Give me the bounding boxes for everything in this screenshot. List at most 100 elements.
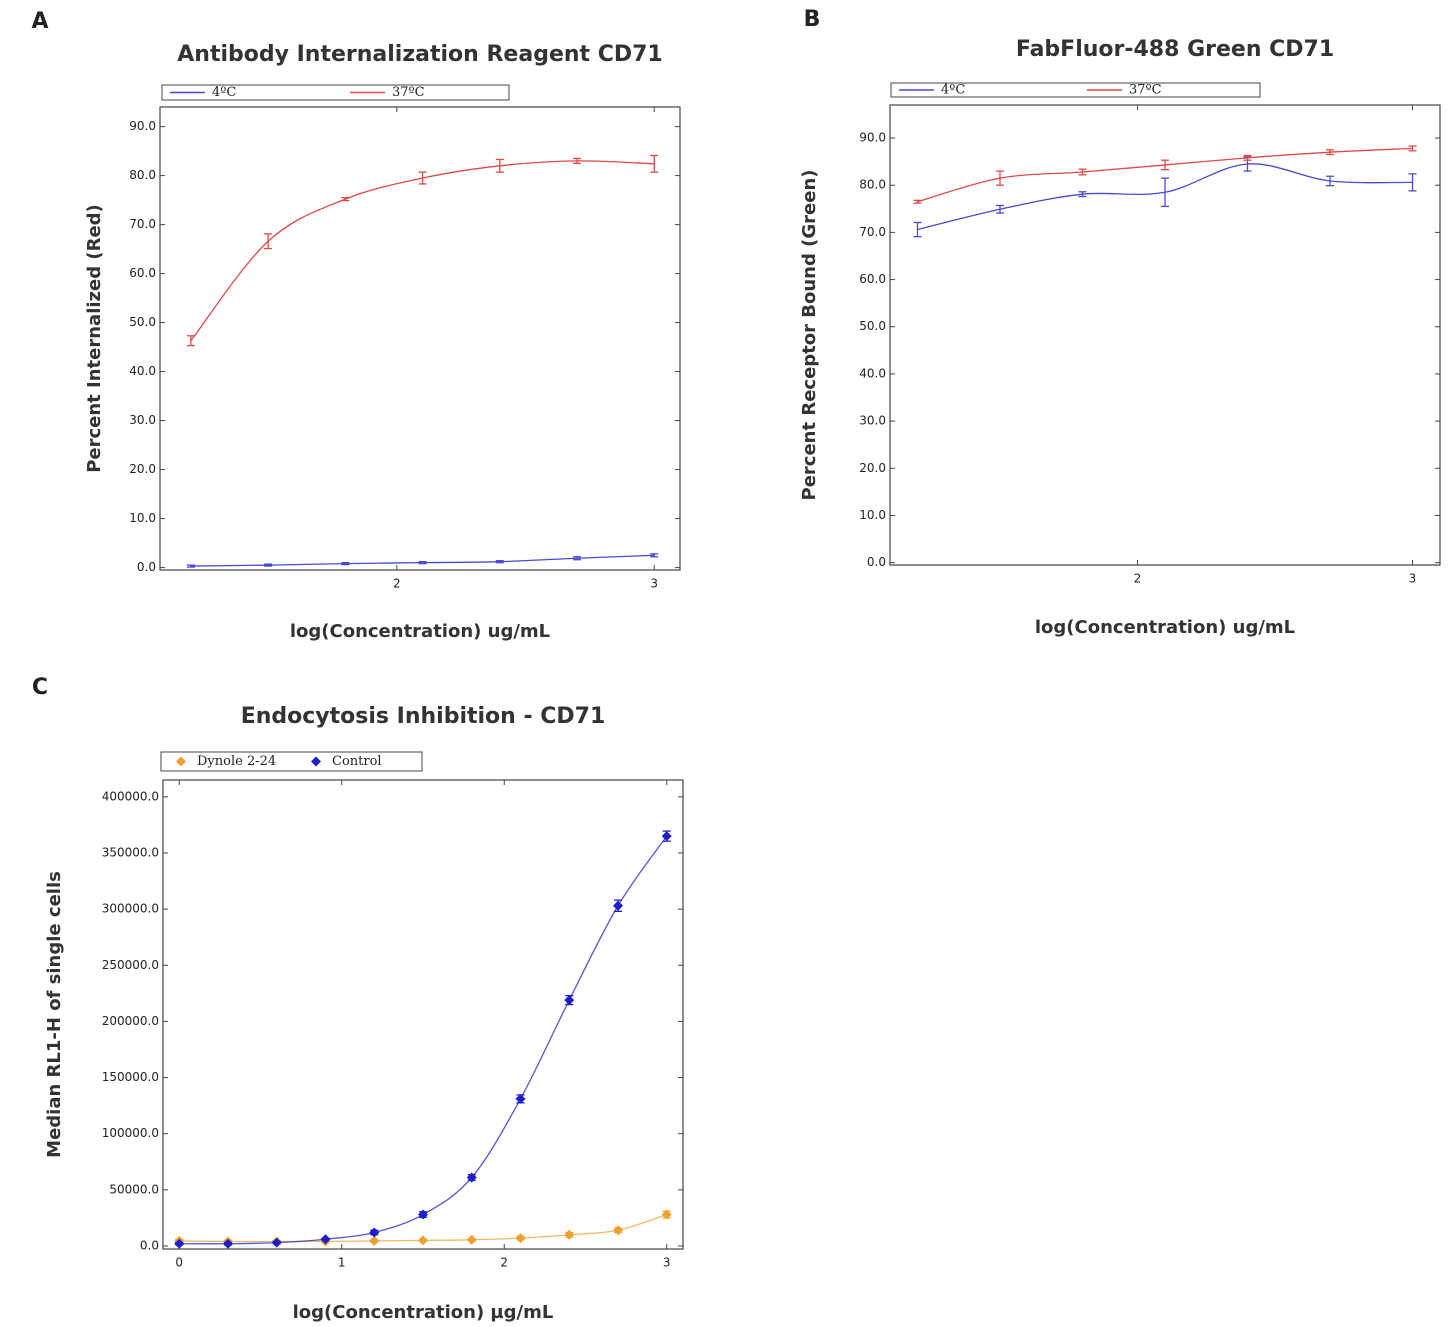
y-tick-label: 80.0 (859, 178, 886, 192)
y-tick-label: 300000.0 (102, 902, 159, 916)
y-tick-label: 50.0 (859, 319, 886, 333)
chart-title: Antibody Internalization Reagent CD71 (177, 42, 662, 67)
y-tick-label: 70.0 (129, 217, 156, 231)
chart: A Antibody Internalization Reagent CD71 lo… (31, 9, 681, 642)
y-tick-label: 60.0 (859, 272, 886, 286)
error-bar (1408, 145, 1417, 152)
panel-label: B (804, 7, 821, 32)
error-bar (996, 170, 1004, 186)
x-tick-label: 1 (338, 1256, 346, 1270)
error-bar (913, 221, 922, 238)
data-point (418, 1235, 428, 1246)
x-tick-label: 3 (1409, 572, 1417, 586)
error-bar (186, 335, 195, 347)
legend-marker (311, 756, 321, 767)
error-bar (495, 158, 504, 173)
chart-title: FabFluor-488 Green CD71 (1016, 37, 1334, 62)
error-bar (1326, 149, 1334, 156)
y-tick-label: 0.0 (137, 560, 156, 574)
y-tick-label: 40.0 (129, 364, 156, 378)
data-point (369, 1235, 380, 1246)
y-tick-label: 100000.0 (102, 1126, 159, 1140)
x-axis-label: log(Concentration) µg/mL (293, 1302, 554, 1323)
error-bar (1326, 175, 1334, 187)
error-bar (1161, 177, 1169, 208)
y-tick-label: 0.0 (140, 1238, 159, 1252)
y-tick-label: 50000.0 (109, 1182, 159, 1196)
chart: C Endocytosis Inhibition - CD71 log(Concen… (32, 675, 684, 1323)
y-tick-label: 150000.0 (102, 1070, 159, 1084)
plot-frame (889, 104, 1441, 566)
legend-label: 4ºC (212, 85, 236, 100)
series-line (179, 835, 668, 1245)
y-tick-label: 0.0 (867, 555, 886, 569)
error-bar (1408, 173, 1417, 192)
y-axis-label: Percent Receptor Bound (Green) (799, 170, 820, 501)
error-bar (341, 196, 350, 202)
data-point (564, 995, 575, 1006)
y-tick-label: 20.0 (859, 461, 886, 475)
data-point (661, 1209, 672, 1220)
y-tick-label: 70.0 (859, 225, 886, 239)
legend-label: Control (332, 754, 382, 769)
plot-frame (162, 779, 684, 1250)
data-point (515, 1093, 526, 1104)
x-axis-label: log(Concentration) ug/mL (1035, 617, 1295, 638)
series-line (190, 554, 655, 567)
data-point (661, 831, 672, 842)
data-point (564, 1229, 575, 1240)
y-axis-label: Median RL1-H of single cells (44, 871, 65, 1158)
data-point (223, 1238, 233, 1249)
y-tick-label: 10.0 (859, 508, 886, 522)
chart: B FabFluor-488 Green CD71 log(Concentratio… (799, 7, 1441, 638)
x-axis-label: log(Concentration) ug/mL (290, 621, 550, 642)
error-bar (418, 561, 427, 565)
panel-label: C (32, 675, 48, 700)
data-point (466, 1234, 477, 1245)
y-tick-label: 60.0 (129, 266, 156, 280)
legend-label: Dynole 2-24 (197, 754, 276, 769)
y-tick-label: 20.0 (129, 462, 156, 476)
error-bar (996, 204, 1004, 214)
error-bar (341, 562, 350, 566)
error-bar (264, 563, 273, 567)
error-bar (573, 556, 582, 561)
y-tick-label: 200000.0 (102, 1014, 159, 1028)
data-point (174, 1238, 185, 1249)
data-point (613, 900, 623, 911)
error-bar (1078, 168, 1087, 176)
error-bar (650, 154, 659, 173)
x-tick-label: 0 (175, 1256, 183, 1270)
data-point (320, 1234, 331, 1245)
legend-box (890, 82, 1261, 98)
data-point (418, 1209, 428, 1220)
error-bar (1078, 191, 1087, 198)
x-tick-label: 2 (500, 1256, 508, 1270)
y-tick-label: 30.0 (859, 414, 886, 428)
x-tick-label: 2 (1134, 572, 1142, 586)
error-bar (1161, 159, 1169, 171)
legend-box (160, 751, 423, 772)
error-bar (913, 199, 922, 204)
x-tick-label: 2 (393, 577, 401, 591)
y-tick-label: 250000.0 (102, 958, 159, 972)
error-bar (1243, 154, 1252, 161)
x-tick-label: 3 (650, 577, 658, 591)
legend-label: 4ºC (941, 83, 965, 98)
error-bar (264, 233, 273, 250)
series-line (190, 160, 655, 342)
error-bar (650, 553, 659, 558)
data-point (613, 1225, 623, 1236)
y-tick-label: 350000.0 (102, 845, 159, 859)
chart-title: Endocytosis Inhibition - CD71 (241, 704, 606, 729)
data-point (466, 1172, 477, 1183)
y-tick-label: 400000.0 (102, 789, 159, 803)
legend-marker (176, 756, 186, 767)
panel-label: A (31, 9, 48, 34)
error-bar (573, 157, 582, 164)
error-bar (495, 560, 504, 564)
y-tick-label: 50.0 (129, 315, 156, 329)
plot-frame (159, 106, 681, 571)
legend-box (161, 84, 510, 101)
